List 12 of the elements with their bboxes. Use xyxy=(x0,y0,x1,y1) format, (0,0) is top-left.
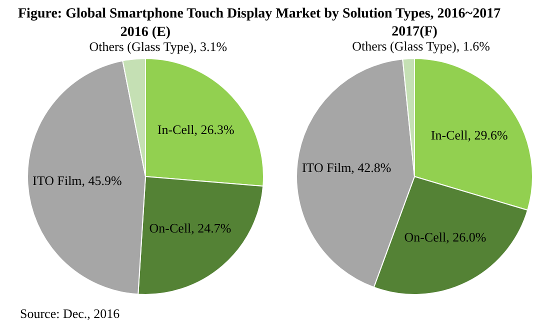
slice-label: In-Cell, 29.6% xyxy=(430,128,508,143)
slice-label: Others (Glass Type), 1.6% xyxy=(352,38,490,54)
source-note: Source: Dec., 2016 xyxy=(20,306,120,322)
chart-subtitle: 2017(F) xyxy=(392,24,438,40)
chart-title: Figure: Global Smartphone Touch Display Market by Solution Types, 2016~2017 xyxy=(18,6,501,22)
slice-label: ITO Film, 42.8% xyxy=(302,160,392,175)
slice-label: Others (Glass Type), 3.1% xyxy=(89,39,228,54)
slice-label: On-Cell, 26.0% xyxy=(404,230,486,245)
slice-label: On-Cell, 24.7% xyxy=(149,220,232,236)
slice-label: In-Cell, 26.3% xyxy=(157,122,234,138)
chart-subtitle: 2016 (E) xyxy=(120,25,171,40)
slice-label: ITO Film, 45.9% xyxy=(32,173,122,188)
